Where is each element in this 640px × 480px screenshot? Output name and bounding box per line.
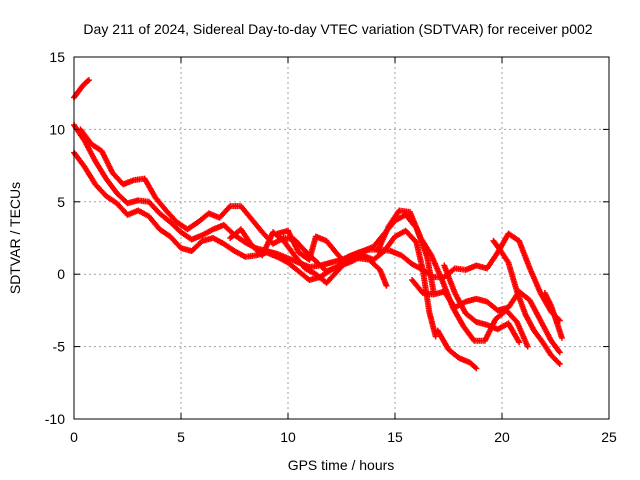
data-point <box>339 256 346 263</box>
y-axis-ticks: -10 -5 0 5 10 15 <box>45 49 609 427</box>
series-t6 <box>274 227 347 265</box>
data-point <box>383 282 390 289</box>
data-point <box>340 258 347 265</box>
series-t9 <box>434 327 480 372</box>
data-point <box>556 360 563 367</box>
x-axis-ticks: 0 5 10 15 20 25 <box>70 57 617 445</box>
data-points <box>71 77 565 372</box>
series-t11 <box>441 262 523 346</box>
grid <box>74 57 609 419</box>
series-t7 <box>374 207 531 350</box>
y-axis-label: SDTVAR / TECUs <box>7 182 23 294</box>
y-tick-label: 15 <box>49 49 65 65</box>
x-tick-label: 10 <box>280 429 296 445</box>
x-tick-label: 5 <box>177 429 185 445</box>
x-tick-label: 0 <box>70 429 78 445</box>
x-tick-label: 20 <box>494 429 510 445</box>
data-point <box>516 339 523 346</box>
y-tick-label: 5 <box>57 194 65 210</box>
data-point <box>558 334 565 341</box>
y-tick-label: 0 <box>57 266 65 282</box>
data-point <box>85 77 92 84</box>
series-t1 <box>71 77 92 101</box>
x-tick-label: 15 <box>387 429 403 445</box>
data-point <box>473 365 480 372</box>
series-t10 <box>490 237 563 367</box>
x-tick-label: 25 <box>601 429 617 445</box>
data-point <box>555 359 562 366</box>
y-tick-label: -5 <box>53 339 66 355</box>
y-tick-label: -10 <box>45 411 65 427</box>
series-t5 <box>227 226 390 289</box>
y-tick-label: 10 <box>49 121 65 137</box>
chart-title: Day 211 of 2024, Sidereal Day-to-day VTE… <box>83 21 592 37</box>
data-point <box>432 333 439 340</box>
x-axis-label: GPS time / hours <box>288 457 395 473</box>
series-t4 <box>77 126 563 324</box>
data-point <box>556 349 563 356</box>
plot-frame <box>73 56 610 420</box>
data-point <box>524 343 531 350</box>
axes <box>73 56 610 420</box>
series-t12 <box>541 290 565 341</box>
